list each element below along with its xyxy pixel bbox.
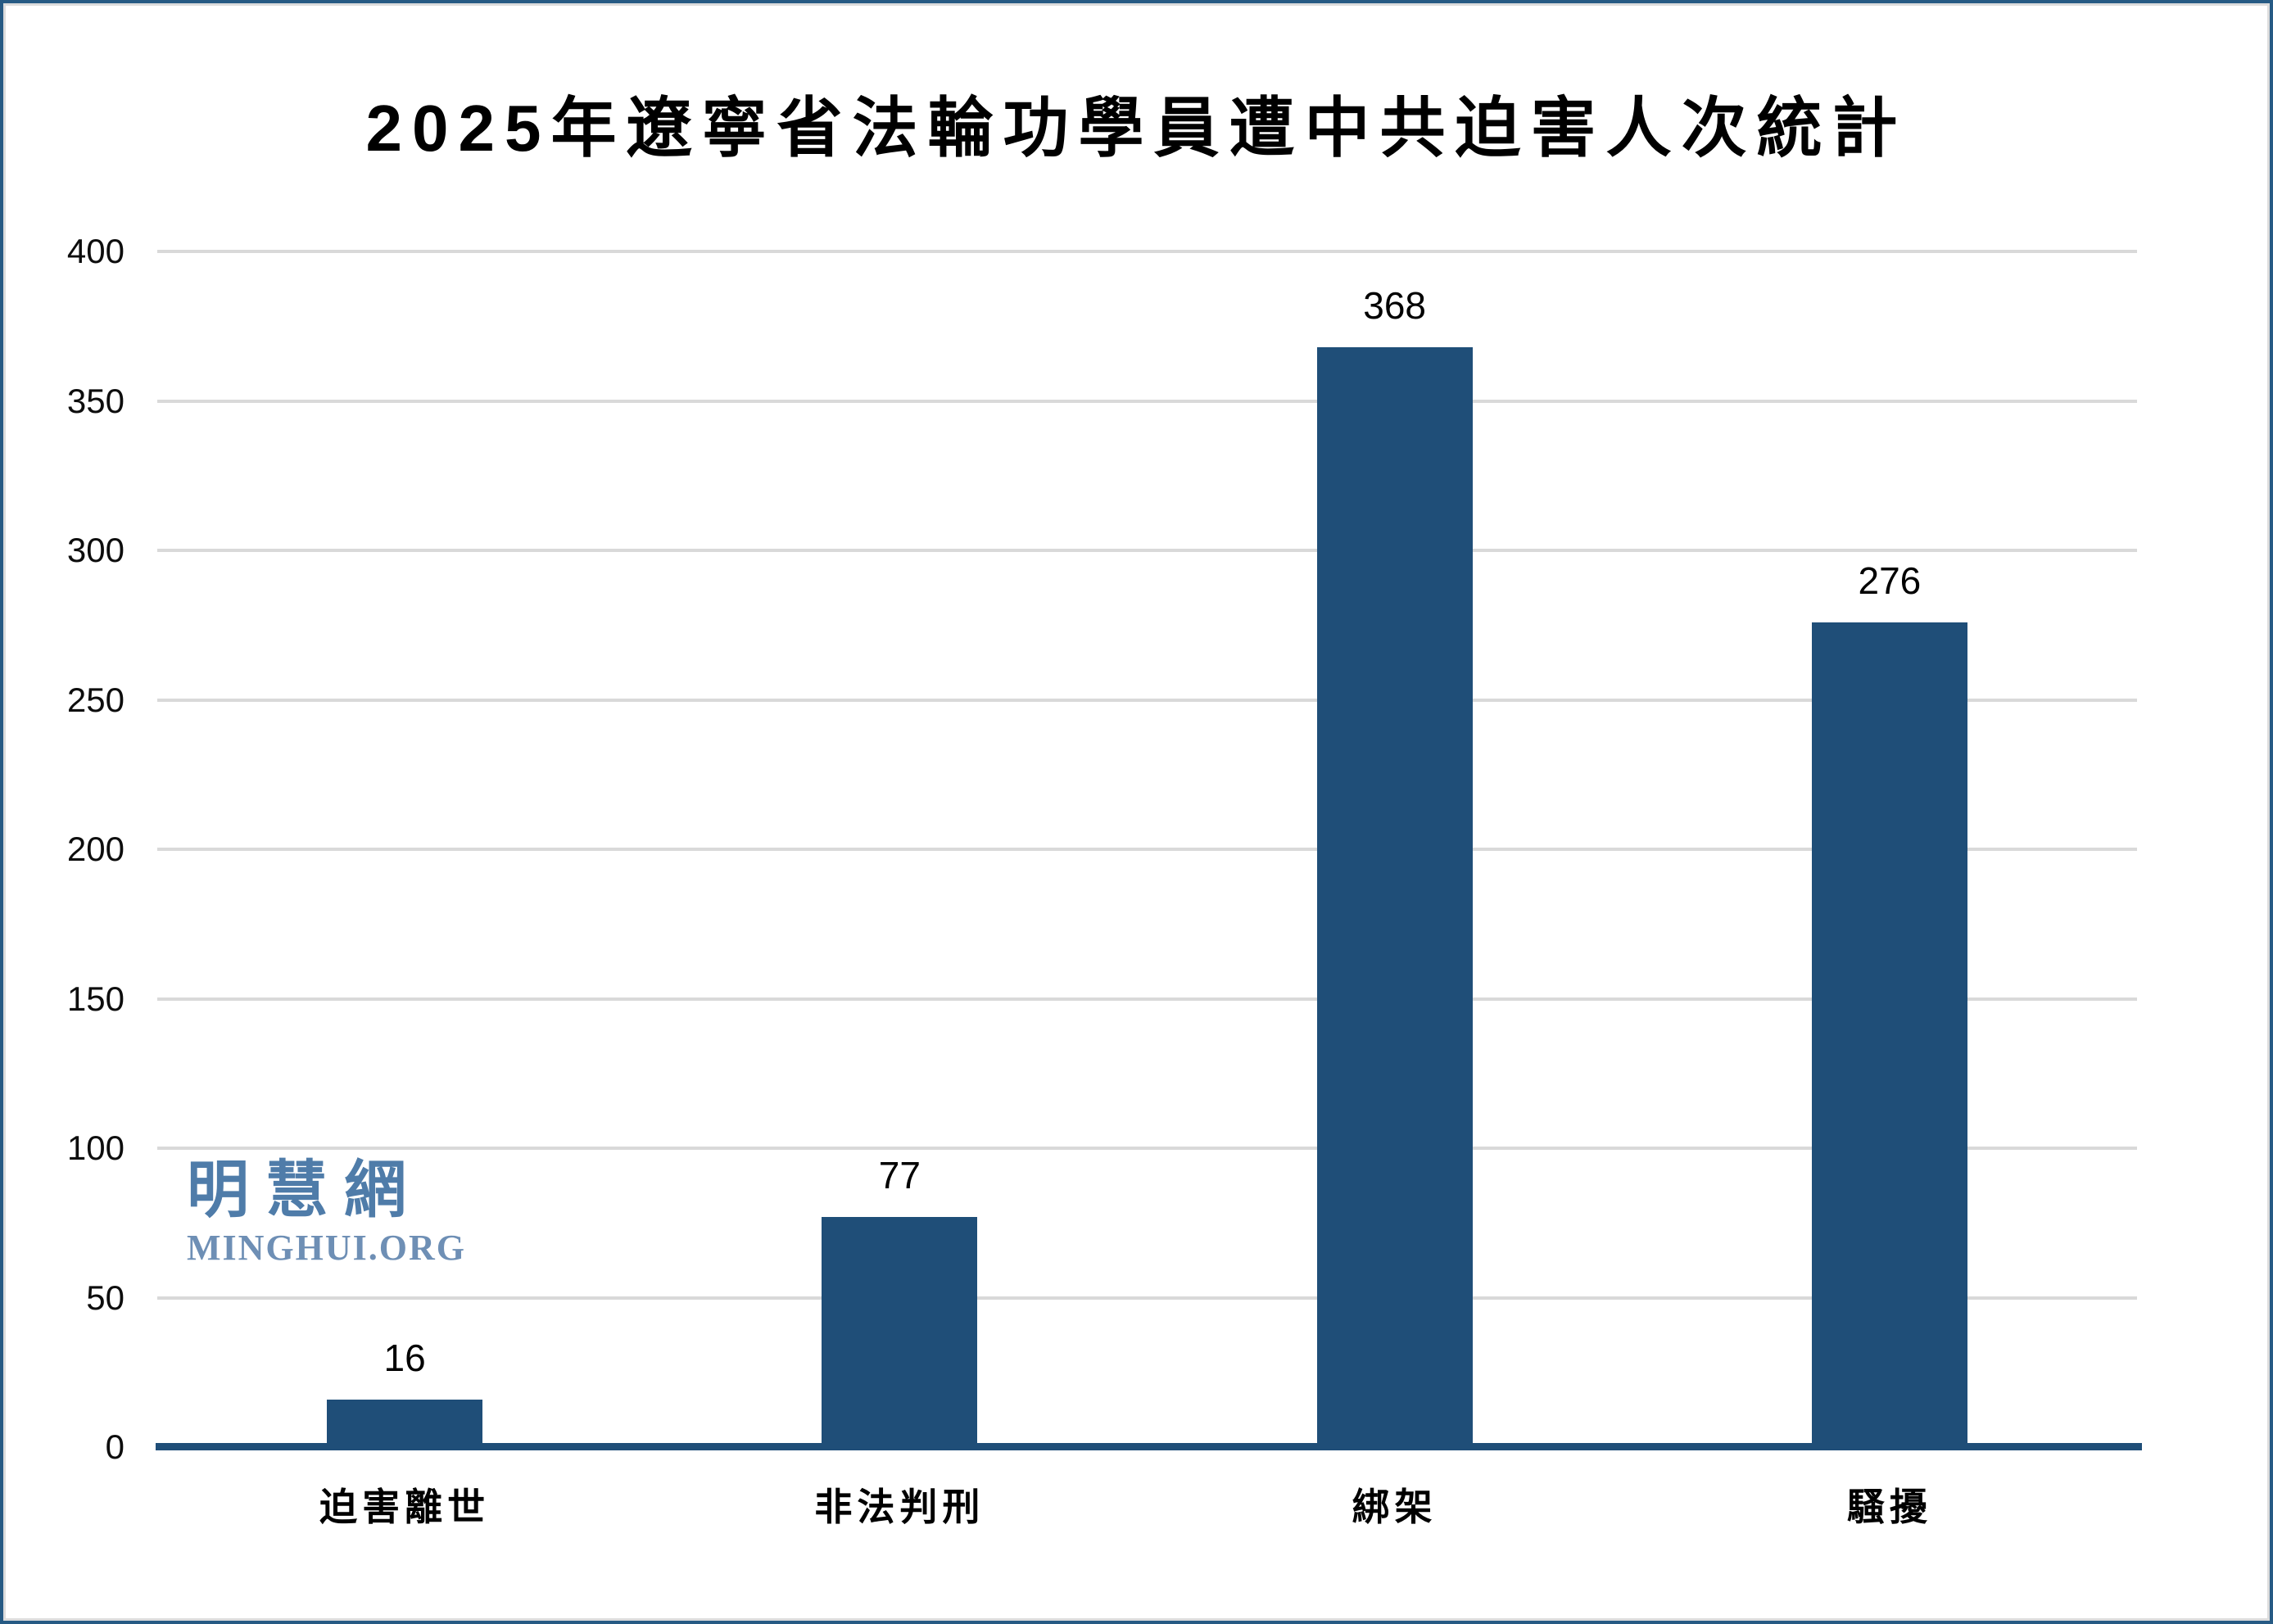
y-tick-label-100: 100 <box>66 1129 125 1167</box>
x-category-label-3: 綁架 <box>1352 1486 1438 1528</box>
gridline-400 <box>157 250 2137 253</box>
x-axis-line <box>156 1443 2142 1450</box>
y-tick-label-250: 250 <box>66 680 125 719</box>
bar-value-label-1: 16 <box>383 1336 426 1379</box>
minghui-watermark-cjk: 明慧網 <box>187 1156 423 1225</box>
bar-slot-1: 16 <box>327 251 483 1447</box>
gridline-100 <box>157 1147 2137 1150</box>
minghui-watermark: 明慧網 MINGHUI.ORG <box>187 1156 466 1266</box>
x-axis-category-labels: 迫害離世 非法判刑 綁架 騷擾 <box>157 1477 2137 1528</box>
gridline-200 <box>157 848 2137 851</box>
bar-3 <box>1316 346 1473 1447</box>
bar-value-label-3: 368 <box>1363 283 1426 327</box>
y-tick-label-350: 350 <box>66 381 125 420</box>
y-tick-label-150: 150 <box>66 979 125 1018</box>
gridline-350 <box>157 399 2137 403</box>
bar-slot-4: 276 <box>1811 251 1967 1447</box>
gridline-300 <box>157 549 2137 552</box>
y-tick-label-300: 300 <box>66 531 125 569</box>
gridline-50 <box>157 1296 2137 1300</box>
y-tick-label-50: 50 <box>86 1278 125 1317</box>
gridline-250 <box>157 698 2137 702</box>
chart-title: 2025年遼寧省法輪功學員遭中共迫害人次統計 <box>365 92 1908 165</box>
x-category-label-1: 迫害離世 <box>319 1486 491 1528</box>
x-category-label-2: 非法判刑 <box>814 1486 985 1528</box>
bar-value-label-2: 77 <box>878 1153 921 1197</box>
y-tick-label-400: 400 <box>66 232 125 270</box>
bar-1 <box>327 1399 483 1447</box>
plot-area: 16 77 368 276 <box>156 250 2142 1450</box>
bar-4 <box>1811 622 1967 1447</box>
minghui-watermark-latin: MINGHUI.ORG <box>187 1228 466 1268</box>
bar-slot-3: 368 <box>1316 251 1473 1447</box>
bar-value-label-4: 276 <box>1858 559 1922 602</box>
bar-2 <box>822 1216 978 1447</box>
bar-slot-2: 77 <box>822 251 978 1447</box>
y-axis-tick-labels: 0 50 100 150 200 250 300 350 400 <box>3 232 125 1466</box>
x-category-label-4: 騷擾 <box>1846 1486 1932 1528</box>
y-tick-label-0: 0 <box>105 1427 125 1466</box>
y-tick-label-200: 200 <box>66 830 125 868</box>
gridline-150 <box>157 997 2137 1001</box>
